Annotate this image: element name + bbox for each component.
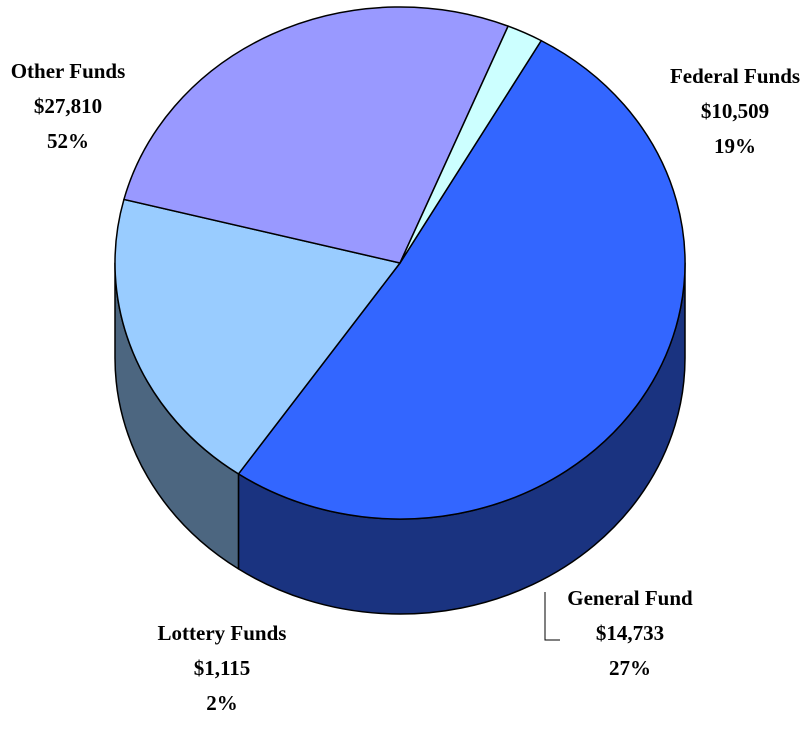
slice [114, 198, 401, 475]
percent-label: 27% [609, 656, 651, 680]
category-label: General Fund [567, 586, 693, 610]
percent-label: 19% [714, 134, 756, 158]
leader-line [544, 592, 560, 641]
percent-label: 2% [206, 691, 238, 715]
pie [114, 6, 686, 615]
slice [237, 39, 686, 520]
category-label: Other Funds [11, 59, 126, 83]
value-label: $10,509 [701, 99, 769, 123]
percent-label: 52% [47, 129, 89, 153]
category-label: Lottery Funds [158, 621, 287, 645]
value-label: $14,733 [596, 621, 664, 645]
slice [399, 25, 542, 264]
value-label: $27,810 [34, 94, 102, 118]
category-label: Federal Funds [670, 64, 800, 88]
slice [123, 6, 509, 264]
value-label: $1,115 [194, 656, 251, 680]
